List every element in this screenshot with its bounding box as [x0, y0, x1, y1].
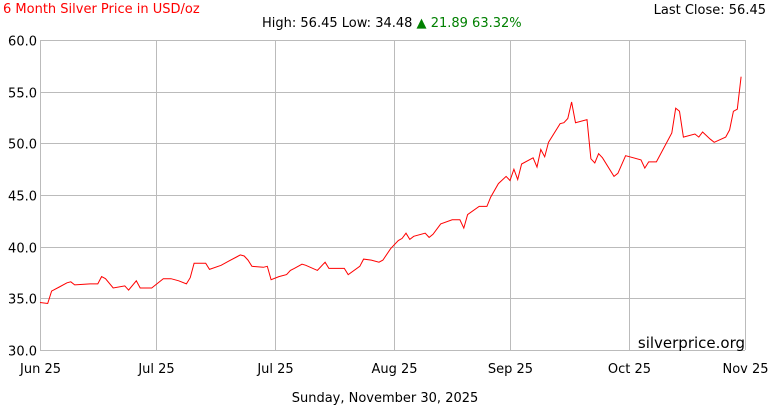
x-tick-label: Jul 25 [137, 362, 174, 377]
low-value: 34.48 [375, 16, 413, 31]
last-close-label: Last Close: [653, 3, 725, 18]
y-tick-label: 50.0 [8, 138, 37, 153]
grid [40, 40, 746, 351]
low-label: Low: [341, 16, 372, 31]
y-tick-label: 60.0 [8, 35, 37, 50]
x-tick-label: Oct 25 [608, 362, 651, 377]
y-tick-label: 40.0 [8, 242, 37, 257]
price-line [39, 76, 742, 305]
y-tick-label: 30.0 [8, 345, 37, 360]
y-tick-label: 35.0 [8, 293, 37, 308]
y-tick-label: 45.0 [8, 190, 37, 205]
x-tick-label: Nov 25 [722, 362, 768, 377]
x-tick-label: Sep 25 [488, 362, 533, 377]
y-tick-label: 55.0 [8, 87, 37, 102]
x-tick-label: Aug 25 [371, 362, 417, 377]
x-tick-label: Jul 25 [256, 362, 293, 377]
x-axis-ticks: Jun 25 Jul 25 Jul 25 Aug 25 Sep 25 Oct 25 Nov … [19, 362, 769, 377]
change-value: 21.89 [430, 16, 468, 31]
price-stats: High: 56.45 Low: 34.48 ▲ 21.89 63.32% [262, 16, 522, 31]
watermark: silverprice.org [637, 334, 745, 352]
high-value: 56.45 [300, 16, 338, 31]
footer-date: Sunday, November 30, 2025 [291, 391, 479, 406]
y-axis-ticks: 60.0 55.0 50.0 45.0 40.0 35.0 30.0 [8, 35, 37, 360]
last-close: Last Close: 56.45 [654, 3, 766, 18]
high-label: High: [262, 16, 297, 31]
chart-title: 6 Month Silver Price in USD/oz [3, 2, 200, 17]
last-close-value: 56.45 [728, 3, 766, 18]
x-tick-label: Jun 25 [19, 362, 61, 377]
change-percent: 63.32% [472, 16, 522, 31]
triangle-up-icon: ▲ [416, 16, 427, 31]
